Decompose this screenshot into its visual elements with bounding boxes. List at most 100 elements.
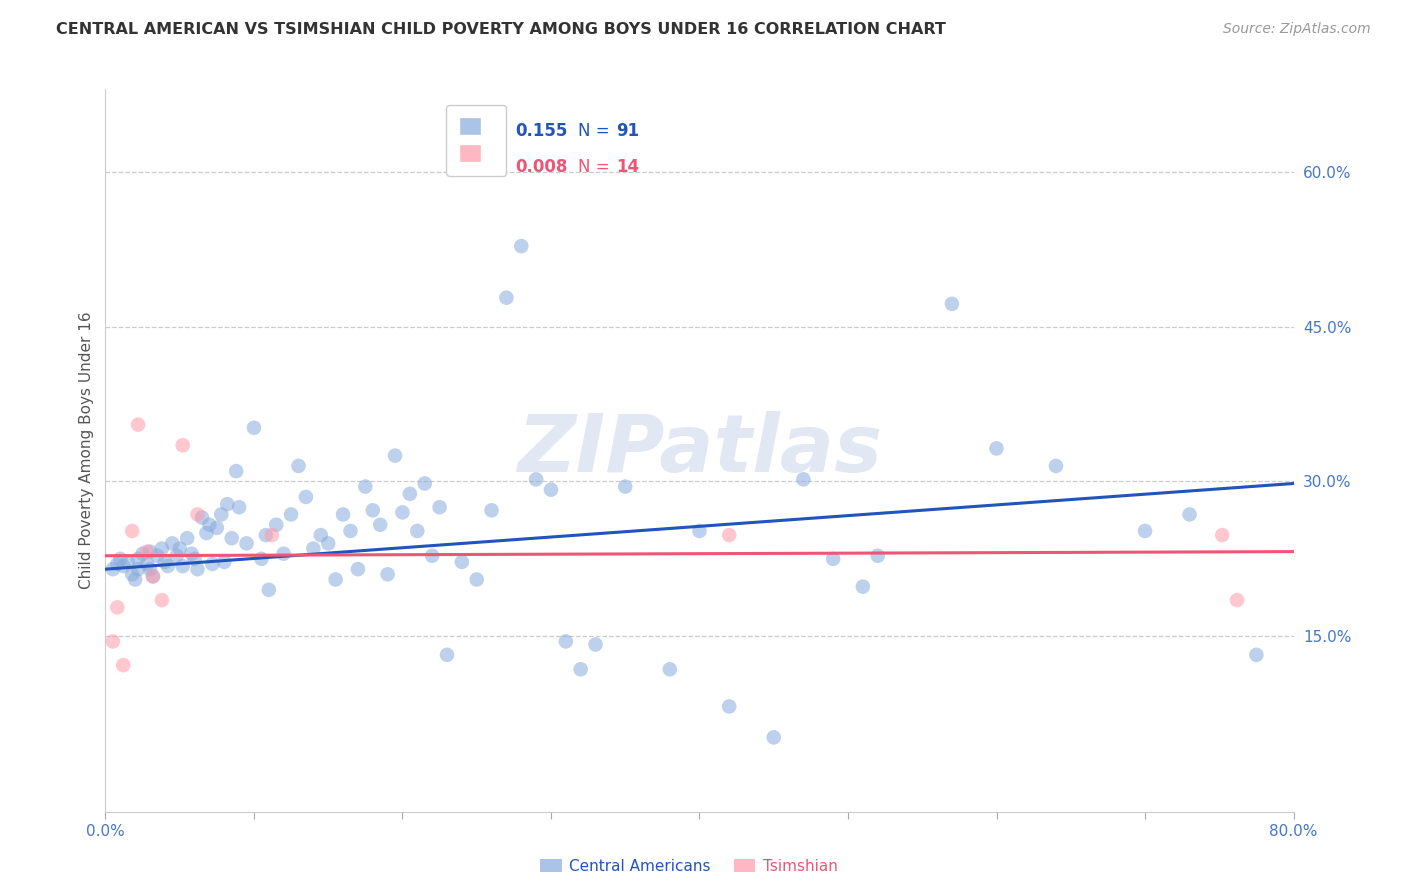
Point	[136, 544, 159, 558]
Point	[121, 567, 143, 582]
Point	[260, 528, 283, 542]
Point	[429, 500, 451, 515]
Point	[183, 551, 205, 566]
Text: R =: R =	[468, 158, 499, 176]
Text: R =: R =	[468, 121, 499, 140]
Point	[228, 500, 250, 515]
Point	[139, 544, 162, 558]
Point	[986, 442, 1008, 456]
Point	[1226, 593, 1249, 607]
Point	[201, 557, 224, 571]
Point	[399, 487, 422, 501]
Point	[180, 547, 202, 561]
Point	[1133, 524, 1156, 538]
Point	[866, 549, 889, 563]
Point	[762, 731, 785, 745]
Point	[420, 549, 443, 563]
Point	[689, 524, 711, 538]
Point	[257, 582, 280, 597]
Point	[172, 438, 194, 452]
Point	[450, 555, 472, 569]
Point	[524, 472, 547, 486]
Point	[554, 634, 576, 648]
Point	[823, 551, 845, 566]
Point	[176, 531, 198, 545]
Point	[172, 559, 194, 574]
Point	[186, 562, 208, 576]
Point	[254, 528, 277, 542]
Point	[325, 573, 347, 587]
Point	[142, 569, 165, 583]
Point	[510, 239, 533, 253]
Point	[146, 549, 169, 563]
Text: ZIPatlas: ZIPatlas	[517, 411, 882, 490]
Point	[169, 541, 191, 556]
Point	[124, 573, 146, 587]
Point	[150, 541, 173, 556]
Point	[110, 551, 132, 566]
Point	[209, 508, 232, 522]
Point	[139, 562, 162, 576]
Point	[243, 421, 266, 435]
Text: 91: 91	[616, 121, 640, 140]
Point	[156, 559, 179, 574]
Point	[569, 662, 592, 676]
Text: 14: 14	[616, 158, 640, 176]
Point	[316, 536, 339, 550]
Point	[121, 524, 143, 538]
Point	[391, 505, 413, 519]
Point	[112, 658, 135, 673]
Point	[361, 503, 384, 517]
Point	[186, 508, 208, 522]
Point	[413, 476, 436, 491]
Point	[658, 662, 681, 676]
Point	[718, 528, 741, 542]
Point	[792, 472, 814, 486]
Point	[214, 555, 236, 569]
Point	[614, 480, 637, 494]
Point	[127, 562, 149, 576]
Legend: , : ,	[447, 104, 506, 176]
Text: 0.155: 0.155	[516, 121, 568, 140]
Point	[332, 508, 354, 522]
Point	[287, 458, 309, 473]
Point	[205, 521, 228, 535]
Point	[941, 297, 963, 311]
Point	[117, 555, 139, 569]
Point	[495, 291, 517, 305]
Point	[465, 573, 488, 587]
Point	[264, 517, 287, 532]
Point	[540, 483, 562, 497]
Point	[191, 510, 214, 524]
Point	[217, 497, 239, 511]
Point	[150, 593, 173, 607]
Y-axis label: Child Poverty Among Boys Under 16: Child Poverty Among Boys Under 16	[79, 311, 94, 590]
Point	[273, 547, 295, 561]
Point	[1045, 458, 1067, 473]
Point	[368, 517, 391, 532]
Point	[295, 490, 318, 504]
Point	[225, 464, 247, 478]
Legend: Central Americans, Tsimshian: Central Americans, Tsimshian	[534, 853, 844, 880]
Point	[354, 480, 377, 494]
Point	[105, 600, 128, 615]
Text: Source: ZipAtlas.com: Source: ZipAtlas.com	[1223, 22, 1371, 37]
Point	[105, 557, 128, 571]
Point	[718, 699, 741, 714]
Point	[436, 648, 458, 662]
Point	[384, 449, 406, 463]
Point	[481, 503, 503, 517]
Point	[406, 524, 429, 538]
Point	[1178, 508, 1201, 522]
Point	[221, 531, 243, 545]
Point	[153, 555, 176, 569]
Point	[166, 549, 188, 563]
Point	[852, 580, 875, 594]
Point	[112, 559, 135, 574]
Point	[162, 536, 184, 550]
Point	[127, 417, 149, 432]
Point	[280, 508, 302, 522]
Point	[1211, 528, 1233, 542]
Point	[377, 567, 399, 582]
Text: 0.008: 0.008	[516, 158, 568, 176]
